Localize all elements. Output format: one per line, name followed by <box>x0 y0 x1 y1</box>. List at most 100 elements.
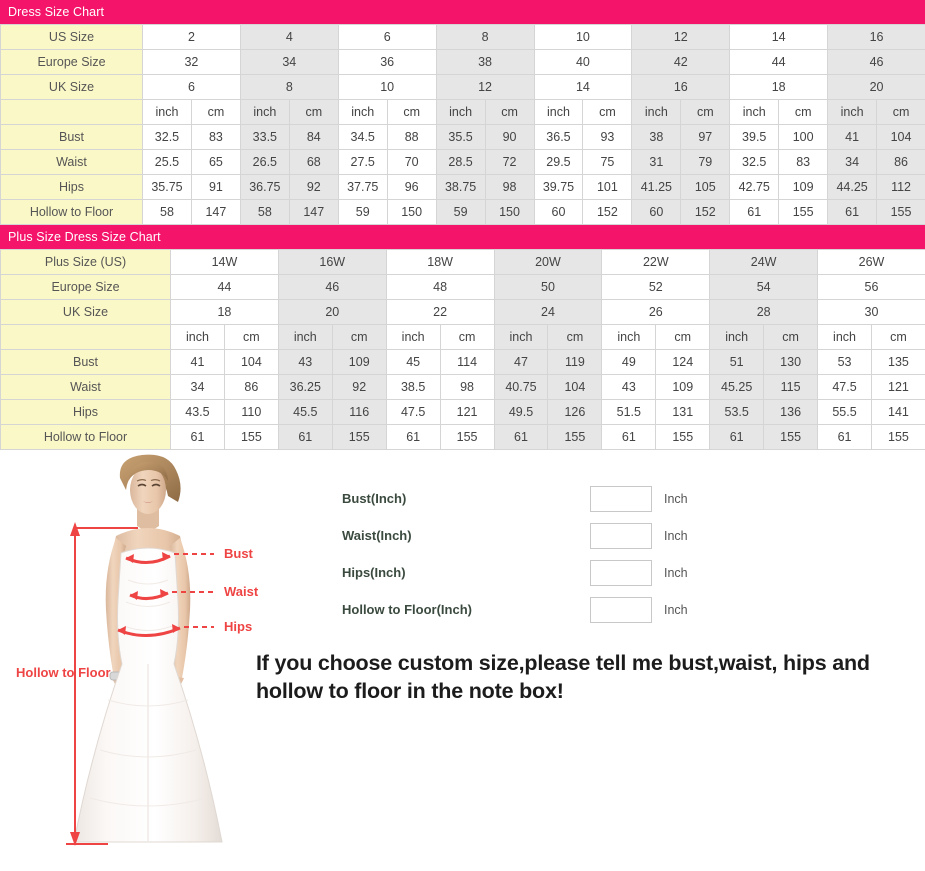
size-cell: 24 <box>493 299 603 325</box>
bust-annotation-label: Bust <box>224 546 253 561</box>
measure-cm-cell: 88 <box>386 124 437 150</box>
size-cell: 40 <box>533 49 633 75</box>
measure-inch-cell: 32.5 <box>142 124 192 150</box>
table-row: Hips 43.5 110 45.5 116 47.5 121 49.5 126 51.5 131 5… <box>0 399 925 425</box>
measure-inch-cell: 59 <box>337 199 388 225</box>
unit-header-cell: cm <box>870 324 925 350</box>
unit-header-cell: cm <box>547 324 603 350</box>
size-cell: 10 <box>337 74 437 100</box>
measure-cm-cell: 100 <box>778 124 829 150</box>
measure-cm-cell: 155 <box>439 424 495 450</box>
hips-input[interactable] <box>590 559 652 586</box>
size-cell: 32 <box>142 49 241 75</box>
measure-cm-cell: 68 <box>288 149 339 175</box>
measure-cm-cell: 75 <box>582 149 633 175</box>
unit-header-cell: inch <box>493 324 549 350</box>
measure-cm-cell: 70 <box>386 149 437 175</box>
unit-header-cell: cm <box>439 324 495 350</box>
measure-cm-cell: 155 <box>655 424 711 450</box>
measure-inch-cell: 49.5 <box>493 399 549 425</box>
size-cell: 20 <box>277 299 387 325</box>
size-cell: 56 <box>817 274 925 300</box>
measure-inch-cell: 38.5 <box>385 374 441 400</box>
unit-header-cell: inch <box>385 324 441 350</box>
size-cell: 16 <box>827 24 925 50</box>
measure-inch-cell: 41 <box>170 349 225 375</box>
measure-inch-cell: 61 <box>601 424 657 450</box>
size-cell: 26W <box>817 249 925 275</box>
unit-header-cell: inch <box>631 99 682 125</box>
row-label: UK Size <box>0 74 143 100</box>
size-cell: 18 <box>170 299 279 325</box>
custom-measurement-section: Bust Waist Hips Hollow to Floor Bust(Inc… <box>0 450 925 849</box>
measure-inch-cell: 55.5 <box>817 399 872 425</box>
measure-inch-cell: 47 <box>493 349 549 375</box>
size-cell: 42 <box>631 49 731 75</box>
table-row: Bust 32.5 83 33.5 84 34.5 88 35.5 90 36.5 93 38 97 39… <box>0 124 925 150</box>
unit-header-cell: inch <box>277 324 333 350</box>
measure-cm-cell: 98 <box>484 174 535 200</box>
measure-inch-cell: 31 <box>631 149 682 175</box>
measure-inch-cell: 47.5 <box>817 374 872 400</box>
size-cell: 22W <box>601 249 711 275</box>
measure-cm-cell: 155 <box>223 424 279 450</box>
waist-input[interactable] <box>590 522 652 549</box>
size-cell: 14 <box>533 74 633 100</box>
plus-size-table: Plus Size (US) 14W 16W 18W 20W 22W 24W 26W Europ… <box>0 249 925 450</box>
unit-header-cell: cm <box>190 99 241 125</box>
size-cell: 26 <box>601 299 711 325</box>
table-row: Europe Size 44 46 48 50 52 54 56 <box>0 274 925 300</box>
measure-inch-cell: 61 <box>277 424 333 450</box>
unit-header-row: inch cm inch cm inch cm inch cm inch cm inch cm inch… <box>0 99 925 125</box>
measure-inch-cell: 58 <box>239 199 290 225</box>
bust-input[interactable] <box>590 485 652 512</box>
size-cell: 6 <box>337 24 437 50</box>
measure-inch-cell: 25.5 <box>142 149 192 175</box>
measure-inch-cell: 34 <box>170 374 225 400</box>
row-label: Hollow to Floor <box>0 424 171 450</box>
measure-cm-cell: 92 <box>331 374 387 400</box>
bust-field-label: Bust(Inch) <box>342 491 407 506</box>
measure-cm-cell: 130 <box>763 349 819 375</box>
size-cell: 38 <box>435 49 535 75</box>
row-label: Hips <box>0 399 171 425</box>
unit-header-cell: inch <box>142 99 192 125</box>
measure-cm-cell: 90 <box>484 124 535 150</box>
size-cell: 36 <box>337 49 437 75</box>
unit-header-cell: cm <box>680 99 731 125</box>
empty-corner-cell <box>0 99 143 125</box>
measure-inch-cell: 60 <box>533 199 584 225</box>
measure-inch-cell: 38.75 <box>435 174 486 200</box>
measure-inch-cell: 42.75 <box>729 174 780 200</box>
measure-cm-cell: 93 <box>582 124 633 150</box>
measure-cm-cell: 96 <box>386 174 437 200</box>
measure-inch-cell: 36.5 <box>533 124 584 150</box>
measure-cm-cell: 91 <box>190 174 241 200</box>
measure-inch-cell: 60 <box>631 199 682 225</box>
unit-header-cell: cm <box>655 324 711 350</box>
size-cell: 8 <box>435 24 535 50</box>
measure-inch-cell: 58 <box>142 199 192 225</box>
measure-cm-cell: 135 <box>870 349 925 375</box>
hollow-to-floor-annotation-label: Hollow to Floor <box>16 665 111 680</box>
size-cell: 20W <box>493 249 603 275</box>
measure-inch-cell: 53.5 <box>709 399 765 425</box>
size-cell: 14 <box>729 24 829 50</box>
hips-field-label: Hips(Inch) <box>342 565 406 580</box>
measure-inch-cell: 59 <box>435 199 486 225</box>
measure-cm-cell: 101 <box>582 174 633 200</box>
size-cell: 46 <box>277 274 387 300</box>
size-cell: 44 <box>170 274 279 300</box>
measure-cm-cell: 110 <box>223 399 279 425</box>
measure-inch-cell: 61 <box>385 424 441 450</box>
unit-header-cell: cm <box>386 99 437 125</box>
measure-cm-cell: 65 <box>190 149 241 175</box>
measure-inch-cell: 41 <box>827 124 878 150</box>
unit-header-cell: cm <box>778 99 829 125</box>
measure-cm-cell: 155 <box>778 199 829 225</box>
size-cell: 18W <box>385 249 495 275</box>
size-cell: 18 <box>729 74 829 100</box>
measure-cm-cell: 104 <box>876 124 925 150</box>
measure-cm-cell: 119 <box>547 349 603 375</box>
hollow-to-floor-input[interactable] <box>590 596 652 623</box>
